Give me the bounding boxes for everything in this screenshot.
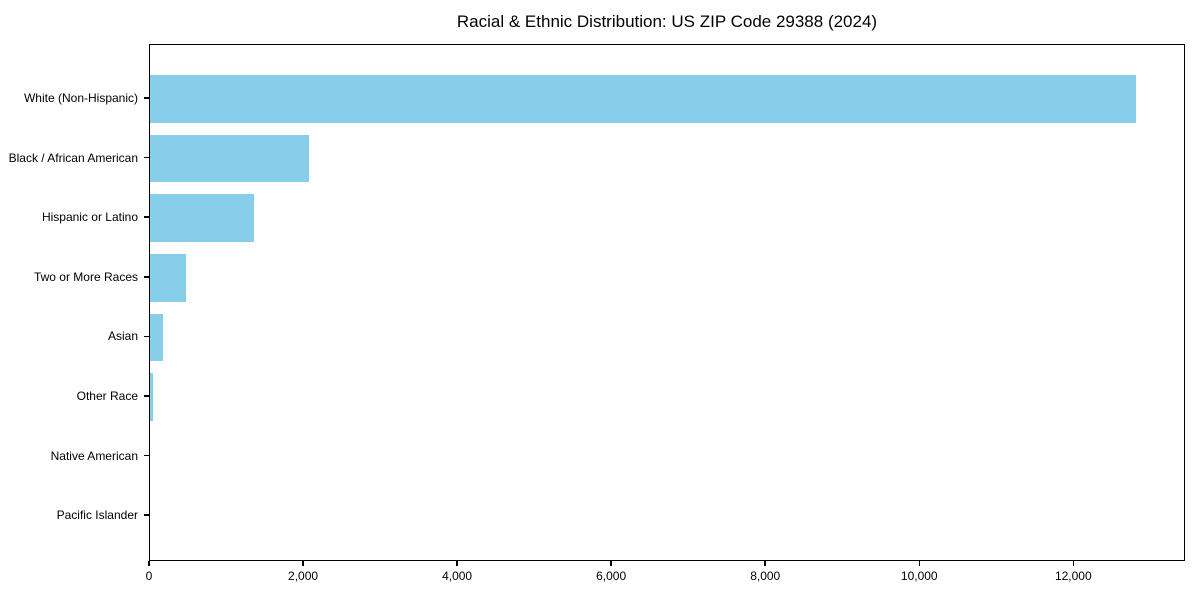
bar: [150, 254, 187, 302]
y-axis-tick: [144, 514, 149, 516]
bar: [150, 313, 164, 362]
x-axis-tick-label: 6,000: [596, 569, 627, 583]
y-axis-label: Black / African American: [8, 150, 138, 165]
y-axis-tick: [144, 97, 149, 99]
y-axis-tick: [144, 335, 149, 338]
bar: [150, 194, 254, 242]
y-axis-tick: [144, 276, 149, 278]
x-axis-tick: [1072, 561, 1075, 566]
x-axis-tick: [456, 561, 458, 566]
y-axis-label: Two or More Races: [33, 269, 138, 284]
x-axis-tick: [764, 561, 766, 566]
x-axis-tick: [302, 561, 304, 566]
y-axis-label: Other Race: [76, 389, 138, 403]
y-axis-label: White (Non-Hispanic): [23, 91, 138, 105]
x-axis-tick-label: 0: [145, 569, 153, 583]
x-axis-tick-label: 12,000: [1054, 569, 1092, 583]
x-axis-tick-label: 4,000: [442, 569, 473, 583]
x-axis-tick-label: 10,000: [900, 569, 938, 583]
y-axis-tick: [144, 395, 149, 397]
bar: [150, 134, 310, 183]
y-axis-tick: [144, 454, 149, 457]
y-axis-label: Asian: [107, 329, 138, 344]
chart-title: Racial & Ethnic Distribution: US ZIP Cod…: [456, 12, 878, 31]
y-axis-tick: [144, 216, 149, 218]
bar: [150, 75, 1136, 123]
plot-area: [149, 44, 1185, 561]
x-axis-tick-label: 2,000: [288, 569, 319, 583]
x-axis-tick: [610, 561, 612, 566]
x-axis-tick: [918, 561, 920, 566]
y-axis-label: Pacific Islander: [56, 508, 138, 523]
x-axis-tick-label: 8,000: [750, 569, 781, 583]
y-axis-tick: [144, 156, 149, 159]
x-axis-tick: [148, 561, 150, 566]
y-axis-label: Hispanic or Latino: [41, 210, 138, 225]
bar: [150, 373, 154, 421]
y-axis-label: Native American: [50, 448, 138, 463]
